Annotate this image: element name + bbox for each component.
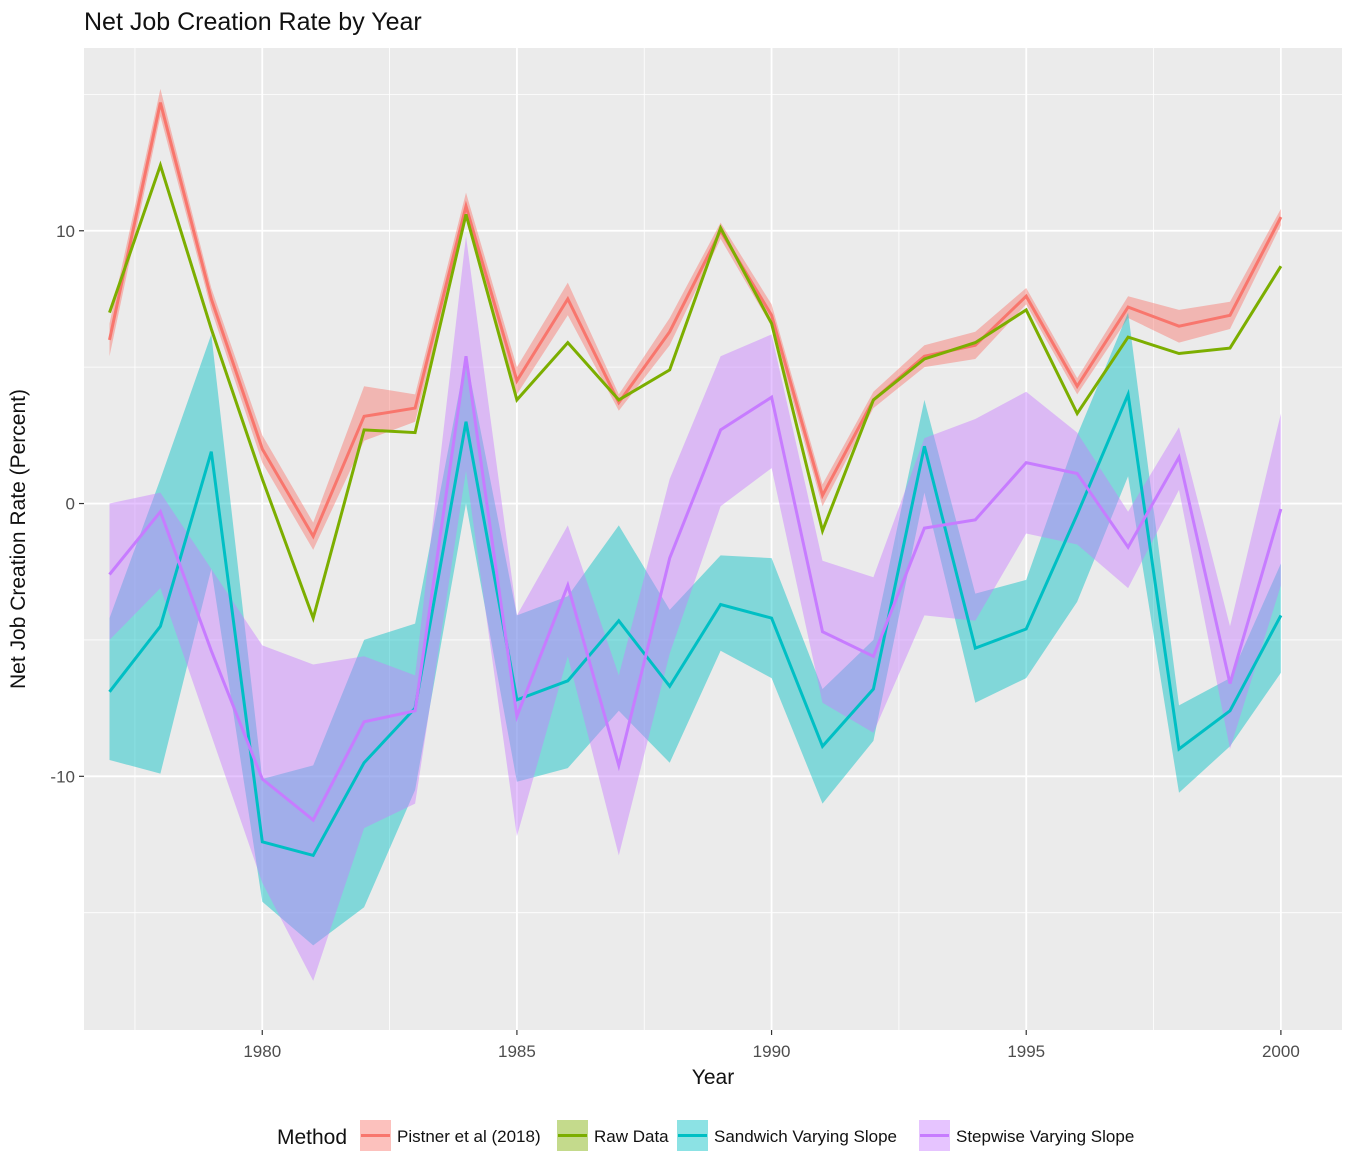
legend-item-stepwise-varying-slope: Stepwise Varying Slope (919, 1120, 1134, 1151)
line-pistner-et-al-2018- (108, 102, 1283, 540)
grid (84, 48, 1342, 1030)
x-tick-label: 1990 (753, 1042, 791, 1061)
x-tick-label: 2000 (1262, 1042, 1300, 1061)
confidence-bands (109, 88, 1281, 981)
chart-title: Net Job Creation Rate by Year (84, 8, 422, 36)
legend-title: Method (277, 1126, 347, 1149)
legend-label: Raw Data (594, 1127, 669, 1146)
x-axis: 1980 1985 1990 1995 2000 (243, 1030, 1300, 1061)
y-tick-label: -10 (50, 767, 75, 786)
legend-label: Sandwich Varying Slope (714, 1127, 897, 1146)
band-sandwich-varying-slope (109, 312, 1281, 946)
y-axis: -10 0 10 (50, 222, 84, 786)
y-tick-label: 0 (66, 495, 75, 514)
line-stepwise-varying-slope (108, 355, 1283, 823)
y-tick-label: 10 (56, 222, 75, 241)
band-stepwise-varying-slope (109, 236, 1281, 981)
series-lines (108, 102, 1283, 858)
line-raw-data (108, 160, 1283, 624)
y-axis-title: Net Job Creation Rate (Percent) (7, 389, 30, 689)
legend: Method Pistner et al (2018) Raw Data Sandw… (277, 1120, 1134, 1151)
legend-item-sandwich-varying-slope: Sandwich Varying Slope (677, 1120, 897, 1151)
x-tick-label: 1995 (1007, 1042, 1045, 1061)
x-tick-label: 1985 (498, 1042, 536, 1061)
legend-label: Stepwise Varying Slope (956, 1127, 1134, 1146)
line-sandwich-varying-slope (108, 388, 1283, 858)
legend-item-raw-data: Raw Data (557, 1120, 669, 1151)
legend-label: Pistner et al (2018) (397, 1127, 541, 1146)
x-tick-label: 1980 (243, 1042, 281, 1061)
x-axis-title: Year (692, 1066, 734, 1089)
legend-item-pistner-et-al-2018-: Pistner et al (2018) (360, 1120, 541, 1151)
